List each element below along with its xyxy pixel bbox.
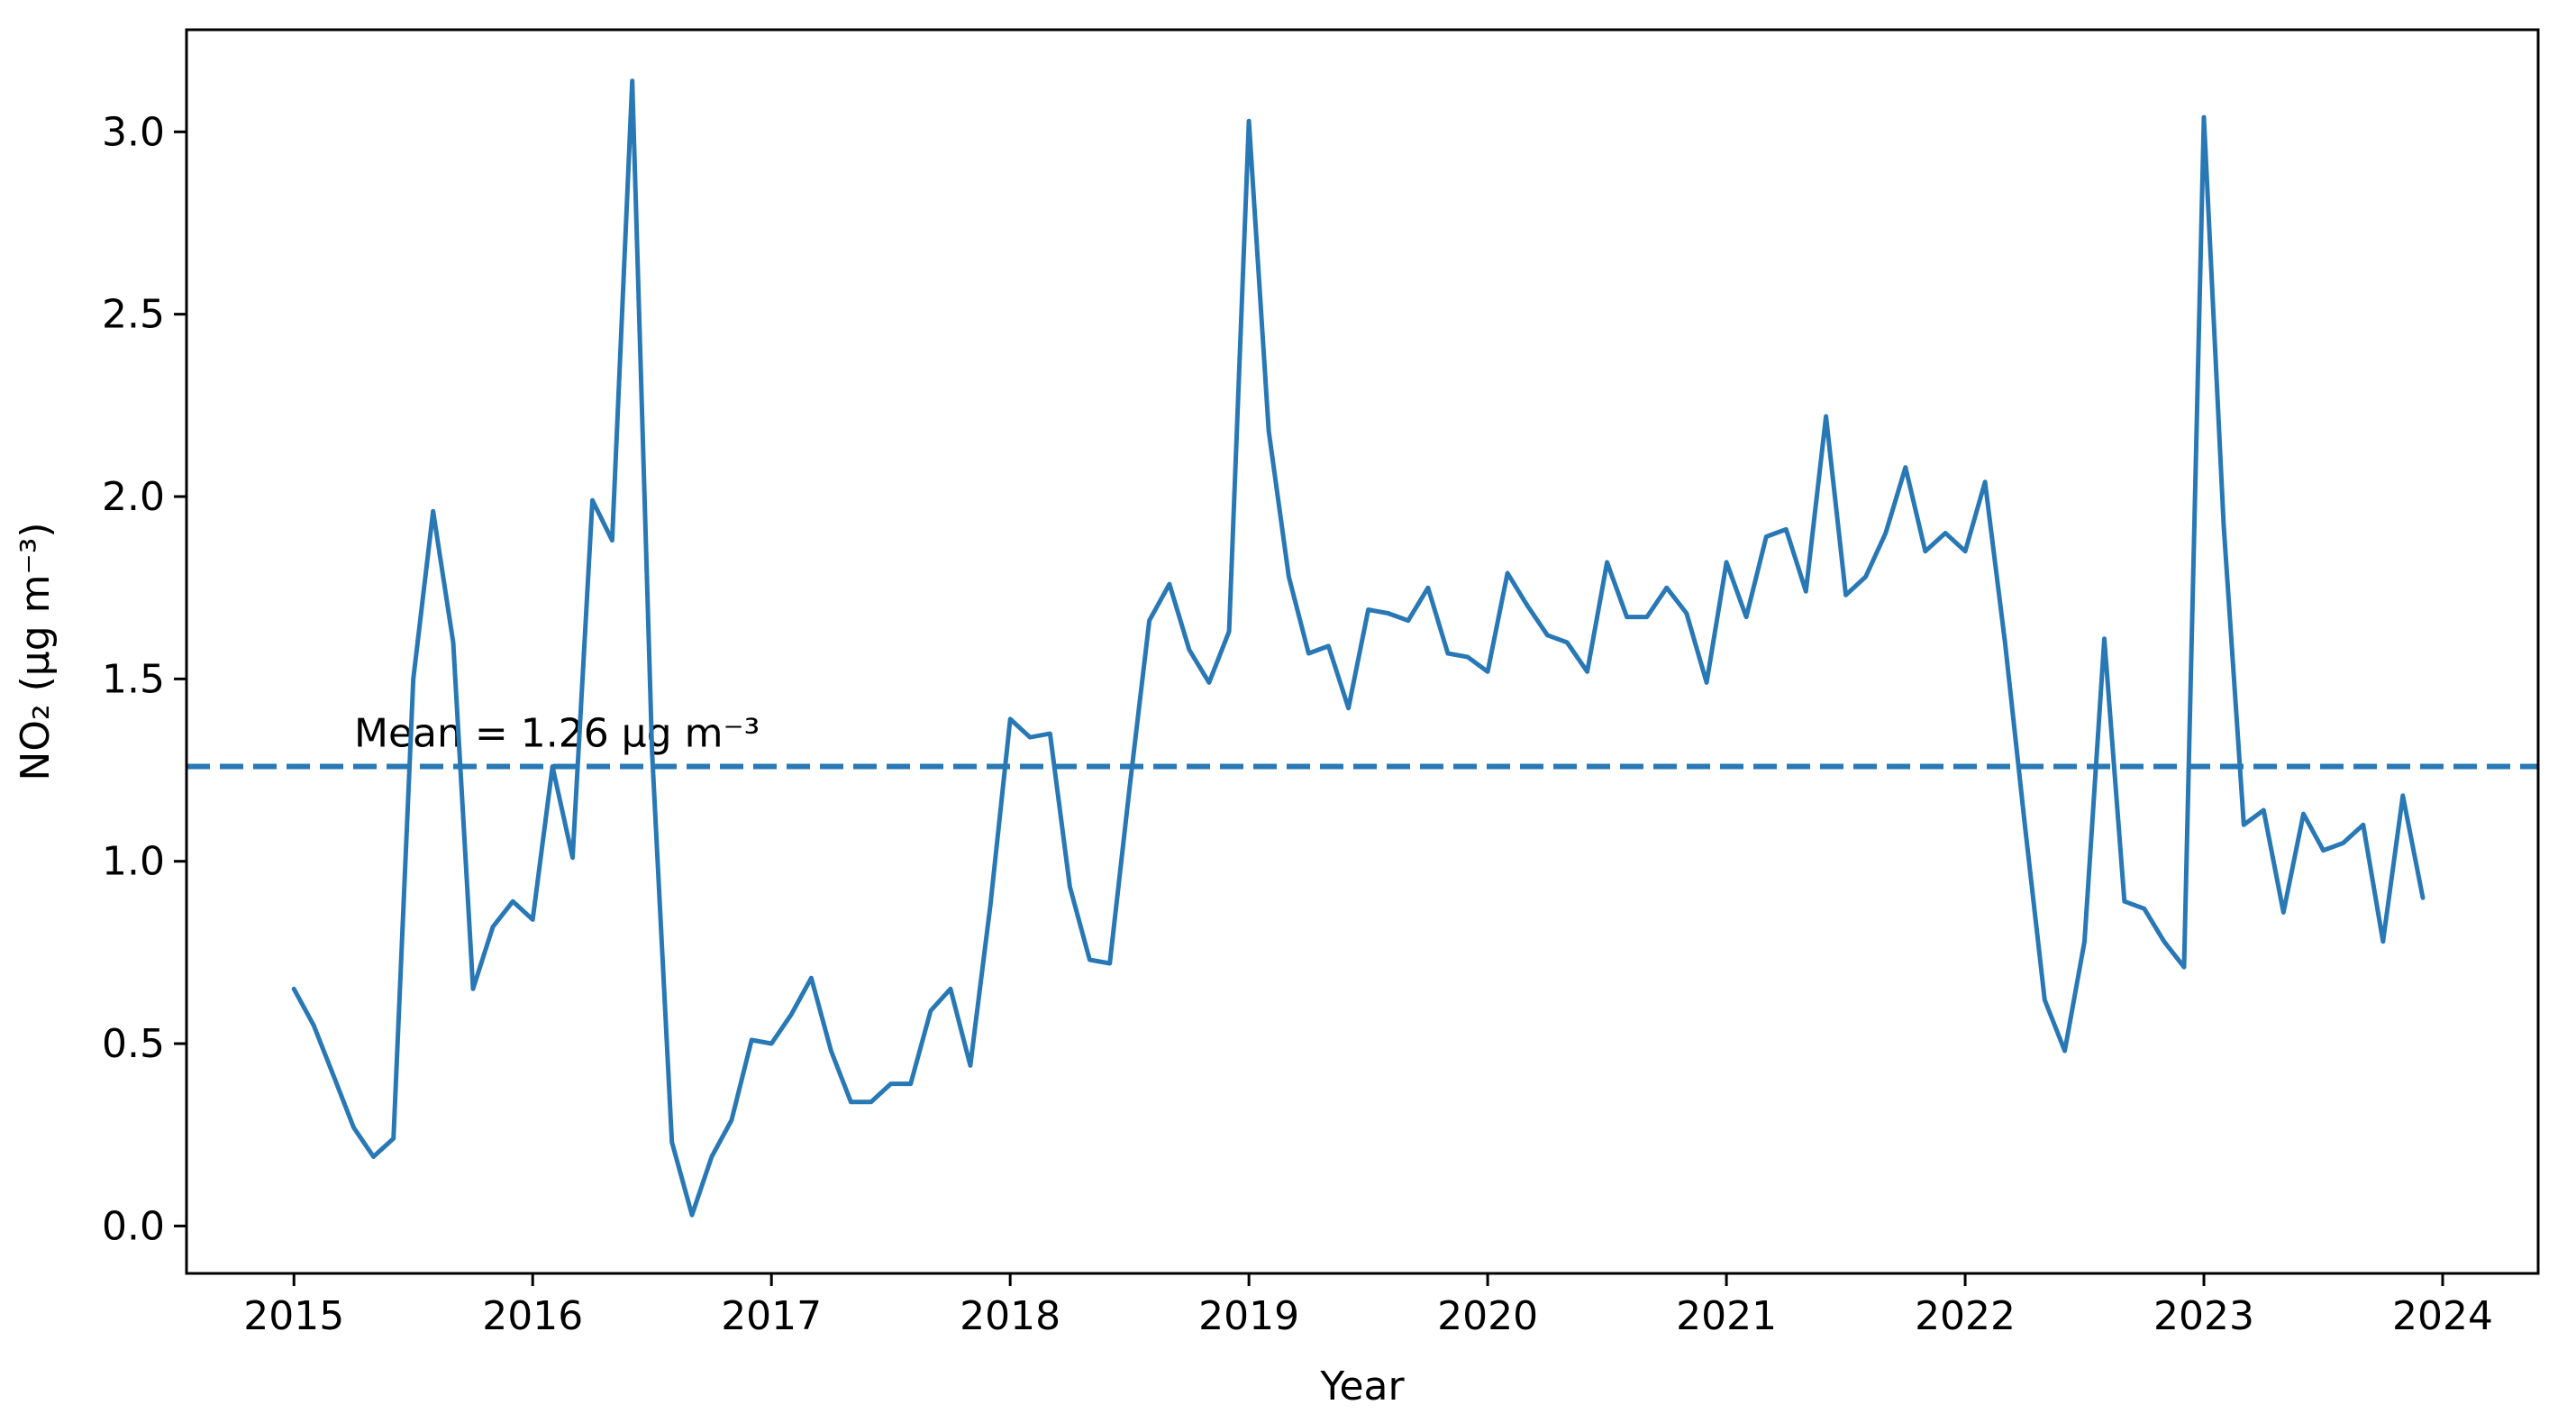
y-tick-label: 1.5 (102, 656, 165, 702)
y-tick-label: 2.0 (102, 474, 165, 520)
y-axis-title: NO₂ (µg m⁻³) (13, 522, 59, 780)
x-tick-label: 2016 (482, 1293, 583, 1339)
x-tick-label: 2018 (960, 1293, 1060, 1339)
series-line (291, 78, 2426, 1218)
x-axis-title: Year (1319, 1364, 1405, 1409)
x-tick-label: 2015 (243, 1293, 344, 1339)
x-tick-label: 2023 (2153, 1293, 2254, 1339)
y-tick-label: 3.0 (102, 109, 165, 155)
x-tick-label: 2017 (721, 1293, 822, 1339)
x-tick-label: 2020 (1437, 1293, 1538, 1339)
x-tick-label: 2019 (1198, 1293, 1299, 1339)
y-tick-label: 0.5 (102, 1021, 165, 1067)
y-tick-label: 0.0 (102, 1203, 165, 1249)
x-tick-label: 2022 (1915, 1293, 2016, 1339)
y-tick-label: 2.5 (102, 292, 165, 338)
series-group (291, 78, 2426, 1218)
y-tick-label: 1.0 (102, 839, 165, 885)
x-tick-label: 2024 (2392, 1293, 2493, 1339)
plot-frame (185, 28, 2540, 1275)
mean-annotation: Mean = 1.26 µg m⁻³ (354, 710, 760, 756)
x-tick-label: 2021 (1676, 1293, 1777, 1339)
axis-ticks: 2015 2016 2017 2018 2019 2020 2021 2022 2023 2024… (102, 109, 2493, 1339)
mean-reference: Mean = 1.26 µg m⁻³ (187, 710, 2538, 770)
